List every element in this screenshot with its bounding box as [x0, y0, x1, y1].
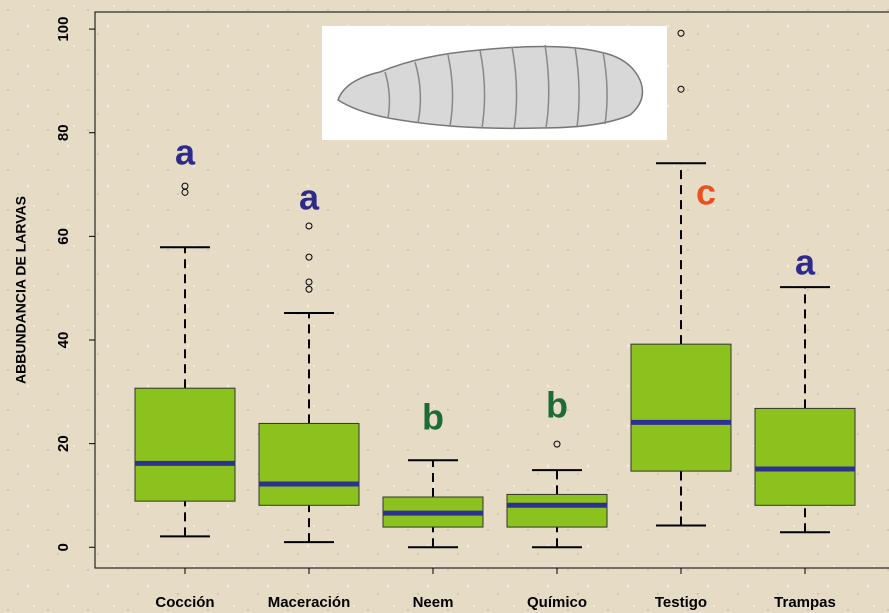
x-tick-label: Trampas	[774, 594, 836, 611]
y-tick-label: 60	[55, 228, 72, 245]
outlier	[305, 285, 313, 293]
x-tick-label: Cocción	[155, 594, 214, 611]
box	[134, 387, 236, 502]
outlier	[677, 29, 685, 37]
outlier	[305, 222, 313, 230]
y-tick-label: 100	[55, 17, 72, 42]
x-tick-label: Neem	[413, 594, 454, 611]
outlier	[305, 278, 313, 286]
y-tick-label: 40	[55, 332, 72, 349]
box	[630, 343, 732, 472]
outlier	[553, 440, 561, 448]
group-letter: c	[696, 172, 716, 213]
x-tick-label: Químico	[527, 594, 587, 611]
group-letter: a	[175, 132, 196, 173]
x-tick-label: Maceración	[268, 594, 351, 611]
y-tick-label: 80	[55, 124, 72, 141]
group-letter: b	[546, 385, 568, 426]
outlier	[181, 188, 189, 196]
y-tick-label: 0	[55, 543, 72, 551]
group-letter: a	[795, 242, 816, 283]
outlier	[677, 85, 685, 93]
group-letter: a	[299, 177, 320, 218]
larva-image	[322, 26, 667, 140]
box	[754, 407, 856, 506]
outlier	[305, 253, 313, 261]
box	[258, 422, 360, 506]
box	[506, 493, 608, 528]
y-tick-label: 20	[55, 435, 72, 452]
y-axis-title: ABBUNDANCIA DE LARVAS	[13, 196, 29, 384]
group-letter: b	[422, 397, 444, 438]
x-tick-label: Testigo	[655, 594, 707, 611]
